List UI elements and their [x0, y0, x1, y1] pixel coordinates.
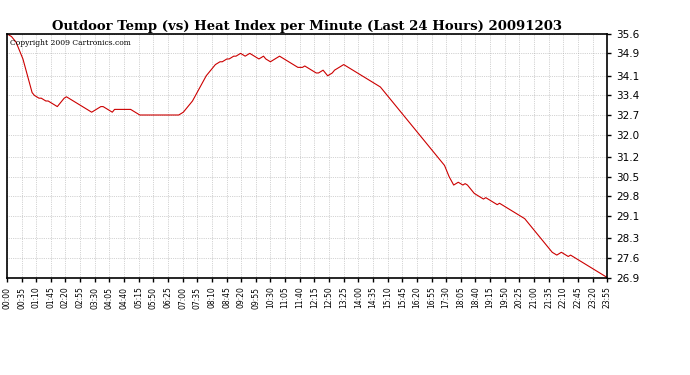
Title: Outdoor Temp (vs) Heat Index per Minute (Last 24 Hours) 20091203: Outdoor Temp (vs) Heat Index per Minute …: [52, 20, 562, 33]
Text: Copyright 2009 Cartronics.com: Copyright 2009 Cartronics.com: [10, 39, 131, 46]
